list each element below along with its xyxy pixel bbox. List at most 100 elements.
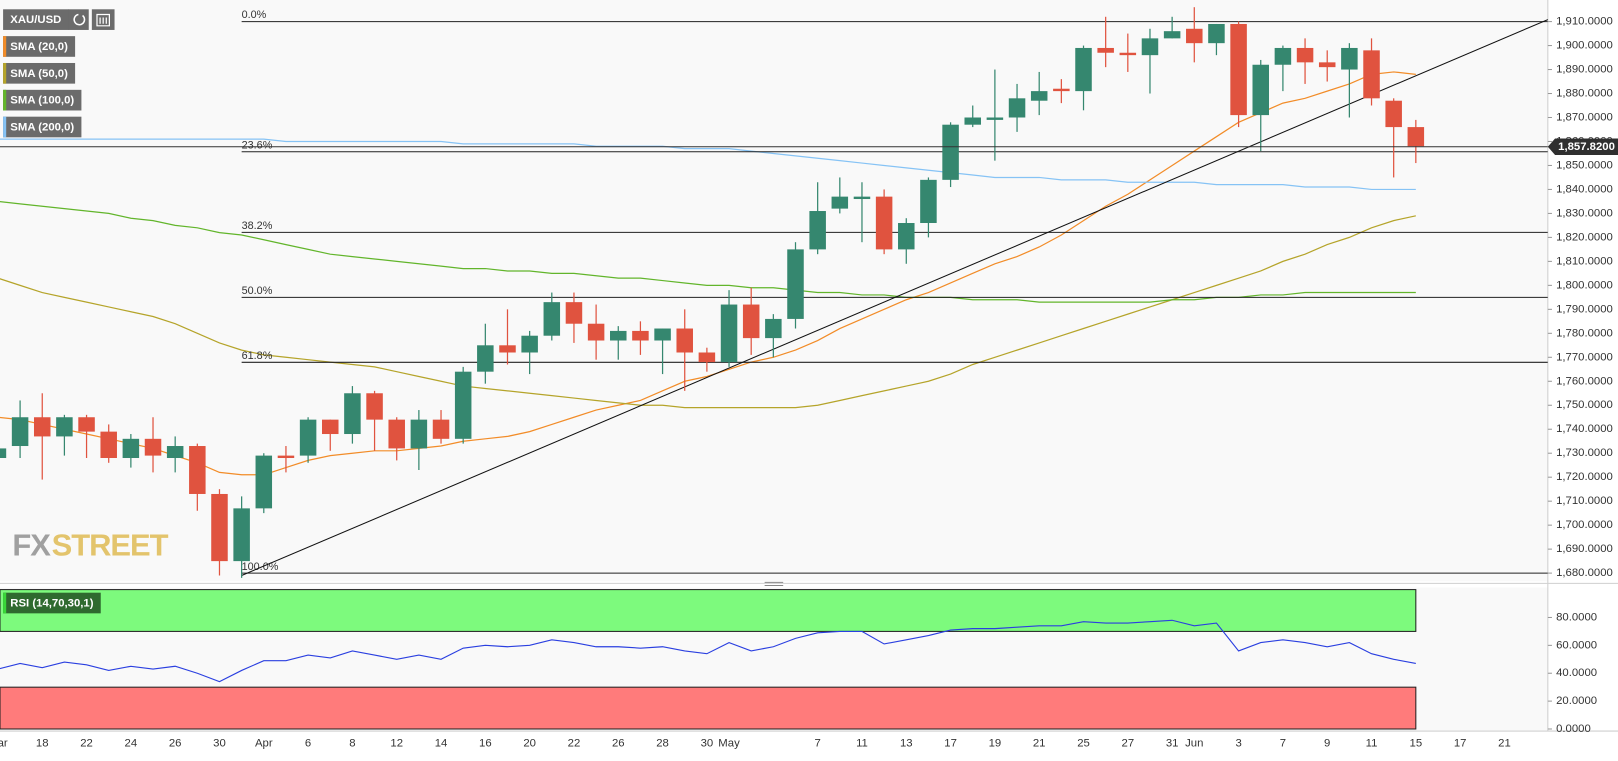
y-tick-label: 20.0000: [1556, 695, 1597, 707]
y-tick-label: 1,820.0000: [1556, 231, 1613, 243]
candle-body: [122, 438, 140, 459]
candle-body: [322, 419, 339, 435]
candle-body: [56, 417, 73, 437]
x-tick-label: 24: [125, 737, 138, 749]
x-tick-label: 7: [1280, 737, 1286, 749]
rsi-line: [0, 619, 1416, 683]
legend: XAU/USD SMA (20,0) SMA (50,0) SMA (100,0) SM…: [3, 9, 101, 614]
x-tick-label: 22: [568, 737, 581, 749]
legend-swatch: [3, 116, 7, 138]
candle-body: [1407, 127, 1425, 147]
legend-label: SMA (20,0): [10, 41, 68, 53]
y-tick-label: 1,840.0000: [1556, 183, 1613, 195]
x-tick-label: 21: [1033, 737, 1046, 749]
x-tick-label: 3: [1235, 737, 1241, 749]
y-tick-label: 1,790.0000: [1556, 303, 1613, 315]
candle-body: [853, 196, 871, 200]
candle-body: [166, 446, 184, 459]
last-price-label: 1,857.8200: [1558, 141, 1615, 153]
x-tick-label: 16: [479, 737, 492, 749]
x-tick-label: 26: [169, 737, 182, 749]
y-tick-label: 1,810.0000: [1556, 255, 1613, 267]
x-tick-label: May: [718, 737, 740, 749]
x-tick-label: 17: [944, 737, 957, 749]
candle-body: [1230, 23, 1247, 116]
candle-body: [1119, 52, 1137, 56]
y-tick-label: 80.0000: [1556, 611, 1597, 623]
candle-body: [277, 455, 295, 459]
y-tick-label: 40.0000: [1556, 667, 1597, 679]
candle-body: [543, 302, 561, 336]
y-tick-label: 1,880.0000: [1556, 88, 1613, 100]
rsi-plot: [0, 589, 1417, 730]
toolbar: [68, 9, 115, 30]
candle-body: [78, 417, 95, 432]
trendline: [241, 19, 1548, 576]
sma-line: [0, 138, 1416, 191]
candle-body: [610, 330, 627, 341]
candle-body: [986, 117, 1004, 120]
x-tick-label: Mar: [0, 737, 8, 749]
x-tick-label: 11: [856, 737, 868, 749]
fib-label: 50.0%: [242, 285, 273, 297]
candle-body: [189, 446, 206, 494]
legend-box: [3, 89, 82, 111]
candle-body: [1141, 38, 1159, 56]
candle-body: [898, 223, 915, 250]
y-tick-label: 1,900.0000: [1556, 40, 1613, 52]
rsi-band: [0, 589, 1417, 632]
candle-body: [942, 124, 959, 180]
x-tick-label: 20: [523, 737, 536, 749]
legend-label: RSI (14,70,30,1): [10, 598, 93, 610]
x-tick-label: 9: [1324, 737, 1330, 749]
y-tick-label: 60.0000: [1556, 639, 1597, 651]
candle-body: [432, 419, 450, 439]
candle-body: [1385, 100, 1402, 128]
x-tick-label: 25: [1077, 737, 1090, 749]
y-tick-label: 1,690.0000: [1556, 543, 1613, 555]
candle-body: [1363, 50, 1380, 99]
candle-body: [1296, 47, 1314, 63]
x-tick-label: 14: [435, 737, 448, 749]
legend-box: [3, 9, 69, 30]
refresh-button[interactable]: [68, 9, 89, 30]
candle-body: [742, 304, 760, 339]
candle-body: [809, 211, 826, 250]
fib-label: 61.8%: [242, 350, 273, 362]
candle-body: [477, 345, 494, 372]
axes: 1,680.0000 1,690.0000 1,700.0000 1,710.0000…: [0, 16, 1618, 749]
y-tick-label: 0.0000: [1556, 723, 1591, 735]
candle-body: [410, 419, 428, 449]
y-tick-label: 1,890.0000: [1556, 64, 1613, 76]
y-tick-label: 1,680.0000: [1556, 567, 1613, 579]
candle-body: [211, 493, 228, 562]
settings-icon: [96, 13, 110, 27]
candle-body: [1341, 47, 1358, 70]
watermark: FX: [12, 527, 51, 562]
x-tick-label: 19: [989, 737, 1002, 749]
legend-swatch: [3, 62, 7, 84]
candle-body: [831, 196, 849, 209]
candle-body: [33, 417, 51, 437]
candle-body: [787, 249, 804, 319]
candle-body: [1053, 88, 1070, 92]
legend-swatch: [3, 592, 7, 614]
fib-label: 38.2%: [242, 220, 273, 232]
candle-body: [344, 393, 361, 435]
y-tick-label: 1,910.0000: [1556, 16, 1613, 28]
candle-body: [1163, 31, 1181, 39]
candle-body: [587, 323, 605, 341]
candle-body: [521, 335, 538, 353]
y-tick-label: 1,800.0000: [1556, 279, 1613, 291]
candle-body: [1097, 47, 1114, 53]
candle-body: [499, 345, 516, 353]
candle-body: [1208, 23, 1225, 44]
y-tick-label: 1,830.0000: [1556, 207, 1613, 219]
candle-body: [654, 328, 671, 341]
candle-body: [1075, 47, 1092, 92]
candle-body: [388, 419, 405, 449]
x-tick-label: 30: [701, 737, 714, 749]
candle-body: [1252, 64, 1270, 116]
x-tick-label: 11: [1366, 737, 1378, 749]
